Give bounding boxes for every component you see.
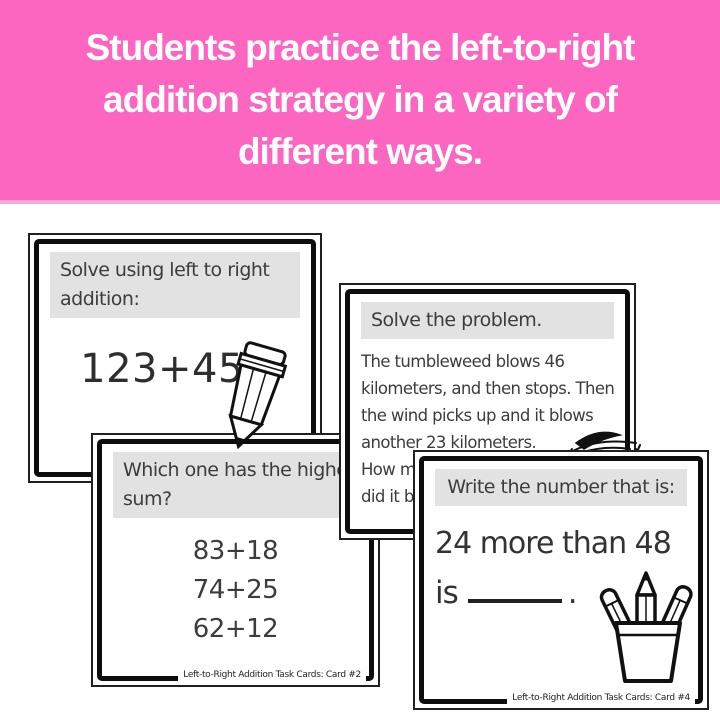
word-problem-line: another 23 kilometers. (361, 433, 537, 452)
problem-list: 83+18 74+25 62+12 (113, 532, 358, 649)
word-problem-line: The tumbleweed blows 46 (361, 352, 565, 371)
problem-text: 74+25 (192, 575, 279, 605)
problem-text: 83+18 (192, 536, 279, 566)
banner-text-line: different ways. (237, 131, 483, 172)
pencil-icon (198, 333, 304, 464)
card-header-band: Write the number that is: (435, 469, 687, 506)
answer-blank-line (467, 579, 562, 603)
card-header-band: Solve the problem. (361, 302, 614, 339)
banner-text-line: addition strategy in a variety of (103, 79, 618, 120)
card-header-text: Which one has the highest (123, 459, 364, 481)
card-footer-text: Left-to-Right Addition Task Cards: Card … (178, 669, 366, 682)
task-card-write-number: Write the number that is: 24 more than 4… (413, 450, 709, 710)
number-prompt-text: 24 more than 48 (435, 526, 672, 561)
card-header-text: Solve using left to right (60, 259, 270, 281)
word-problem-text: The tumbleweed blows 46 kilometers, and … (361, 348, 615, 510)
card-footer-text: Left-to-Right Addition Task Cards: Card … (507, 692, 695, 705)
answer-line: is. (435, 575, 687, 611)
word-problem-line: How ma (361, 460, 425, 479)
title-banner: Students practice the left-to-right addi… (0, 0, 720, 204)
card-header-text: Solve the problem. (371, 309, 542, 331)
answer-suffix-text: . (567, 575, 578, 611)
task-card-word-problem: Solve the problem. The tumbleweed blows … (339, 283, 636, 540)
card-header-text: addition: (60, 288, 140, 310)
card-header-text: Write the number that is: (447, 476, 675, 498)
card-header-band: Which one has the highest sum? (113, 452, 364, 518)
pencil-cup-icon (598, 569, 694, 691)
word-problem-line: the wind picks up and it blows (361, 406, 594, 425)
banner-text-line: Students practice the left-to-right (85, 27, 636, 68)
card-header-text: sum? (123, 488, 172, 510)
answer-prefix-text: is (435, 575, 459, 611)
task-card-highest-sum: Which one has the highest sum? 83+18 74+… (91, 433, 380, 687)
word-problem-line: did it bl (361, 487, 418, 506)
word-problem-line: kilometers, and then stops. Then (361, 379, 615, 398)
task-card-inner: Which one has the highest sum? 83+18 74+… (97, 439, 374, 681)
task-card-inner: Write the number that is: 24 more than 4… (419, 456, 703, 704)
problem-text: 62+12 (192, 614, 279, 644)
card-header-band: Solve using left to right addition: (50, 252, 300, 318)
